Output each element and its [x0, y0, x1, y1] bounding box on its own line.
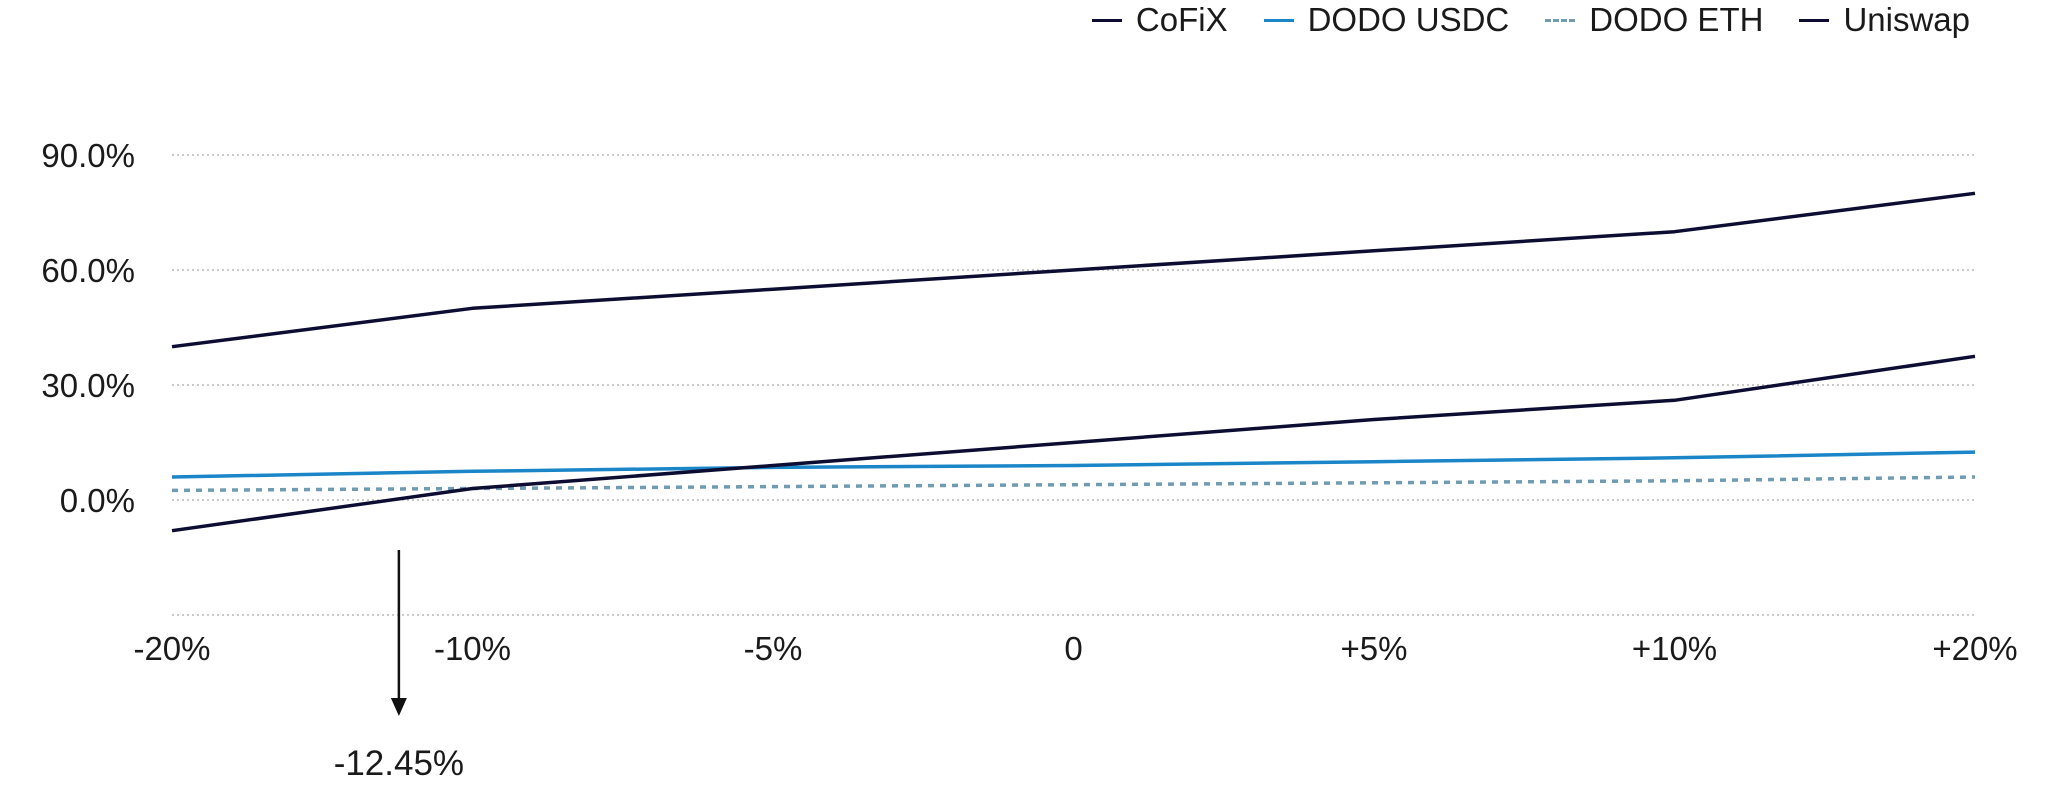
legend-swatch [1545, 18, 1576, 22]
breakeven-annotation: -12.45% [334, 550, 464, 783]
legend-item: DODO ETH [1545, 1, 1763, 39]
legend-swatch [1799, 18, 1830, 22]
y-tick-label: 30.0% [41, 367, 135, 404]
arrow-down-icon [390, 698, 407, 716]
series-line-dodo-usdc [171, 450, 1976, 479]
gridlines [172, 154, 1975, 616]
annotation-label: -12.45% [334, 744, 464, 783]
x-tick-label: -5% [744, 630, 803, 667]
series-line-cofix [171, 191, 1976, 349]
x-tick-label: -10% [434, 630, 511, 667]
y-axis-ticks: 0.0% 30.0% 60.0% 90.0% [41, 137, 135, 519]
x-tick-label: 0 [1064, 630, 1082, 667]
legend-label: DODO USDC [1307, 1, 1510, 38]
legend-swatch [1263, 18, 1294, 22]
legend-label: DODO ETH [1589, 1, 1764, 38]
x-axis-ticks: -20% -10% -5% 0 +5% +10% +20% [133, 630, 2017, 667]
x-tick-label: +20% [1932, 630, 2017, 667]
series-line-uniswap [171, 354, 1976, 533]
chart-legend: CoFiX DODO USDC DODO ETH Uniswap [1091, 0, 1970, 40]
y-tick-label: 60.0% [41, 252, 135, 289]
series-line-dodo-eth [171, 475, 1976, 493]
y-tick-label: 90.0% [41, 137, 135, 174]
legend-swatch [1091, 18, 1122, 22]
legend-label: CoFiX [1135, 1, 1228, 38]
legend-item: CoFiX [1091, 1, 1228, 39]
y-tick-label: 0.0% [60, 482, 135, 519]
legend-label: Uniswap [1843, 1, 1970, 38]
x-tick-label: +10% [1632, 630, 1717, 667]
x-tick-label: +5% [1341, 630, 1408, 667]
series-lines [171, 191, 1976, 533]
x-tick-label: -20% [133, 630, 210, 667]
legend-item: Uniswap [1799, 1, 1970, 39]
legend-item: DODO USDC [1263, 1, 1510, 39]
